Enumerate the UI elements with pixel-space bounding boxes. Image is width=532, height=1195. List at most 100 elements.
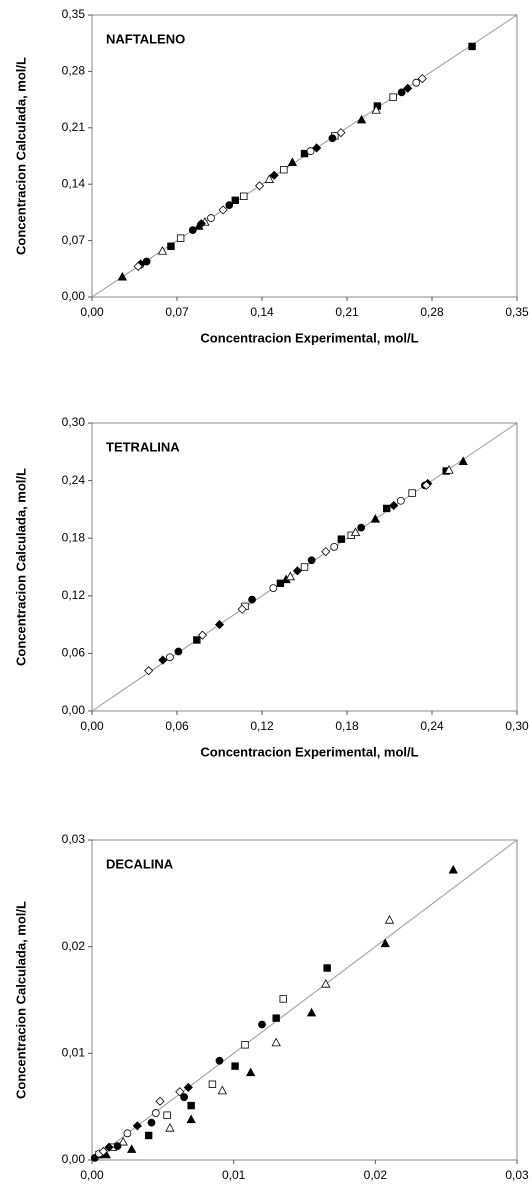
point — [269, 170, 279, 180]
plot-frame — [91, 14, 518, 298]
point — [458, 456, 468, 465]
point — [255, 181, 265, 191]
y-tick-label: 0,00 — [62, 1152, 86, 1166]
point — [217, 1085, 228, 1095]
point — [193, 636, 201, 644]
point — [208, 1080, 217, 1088]
x-tick-label: 0,28 — [420, 305, 444, 319]
point — [417, 74, 427, 84]
x-tick-label: 0,30 — [505, 719, 529, 733]
point — [151, 1109, 160, 1117]
point — [371, 105, 381, 114]
x-axis-label: Concentracion Experimental, mol/L — [200, 744, 418, 759]
point — [142, 257, 151, 266]
point — [237, 604, 247, 614]
point — [165, 1122, 175, 1132]
point — [292, 566, 302, 576]
point — [271, 1037, 281, 1047]
point — [118, 1136, 128, 1146]
point — [98, 1146, 108, 1157]
point — [312, 143, 322, 153]
point — [231, 196, 239, 205]
point — [287, 157, 298, 167]
y-tick-label: 0,00 — [62, 703, 86, 717]
point — [166, 653, 174, 662]
point — [132, 1121, 142, 1131]
point — [350, 527, 361, 537]
x-tick-label: 0,14 — [250, 305, 274, 319]
point — [123, 1129, 132, 1138]
point — [231, 1062, 239, 1070]
point — [113, 1142, 122, 1151]
point — [328, 134, 337, 143]
y-tick-label: 0,12 — [62, 588, 86, 602]
point — [248, 595, 256, 604]
plot-frame — [91, 839, 518, 1161]
x-tick-label: 0,03 — [505, 1168, 529, 1182]
x-tick-label: 0,02 — [364, 1168, 388, 1182]
x-tick-label: 0,35 — [505, 305, 529, 319]
plot-frame — [91, 422, 518, 712]
point — [188, 226, 197, 235]
y-tick-label: 0,28 — [62, 64, 86, 78]
x-tick-label: 0,00 — [80, 305, 104, 319]
point — [144, 1131, 153, 1140]
point — [214, 620, 225, 630]
point — [167, 242, 175, 250]
point — [306, 147, 315, 156]
point — [421, 480, 431, 490]
point — [382, 504, 391, 513]
point — [215, 1056, 224, 1065]
point — [337, 535, 346, 543]
chart-title: TETRALINA — [106, 439, 180, 454]
point — [258, 1020, 266, 1029]
x-tick-label: 0,00 — [80, 719, 104, 733]
y-tick-label: 0,01 — [62, 1046, 86, 1060]
point — [104, 1142, 114, 1152]
x-tick-label: 0,21 — [335, 305, 359, 319]
point — [163, 1111, 171, 1119]
point — [408, 489, 416, 497]
point — [321, 978, 331, 988]
y-tick-label: 0,07 — [62, 233, 86, 247]
point — [225, 201, 234, 210]
point — [468, 42, 476, 51]
point — [380, 938, 390, 948]
point — [157, 246, 168, 255]
y-tick-label: 0,14 — [62, 176, 86, 190]
point — [336, 128, 346, 138]
point — [356, 114, 367, 124]
chart-title: DECALINA — [106, 856, 174, 871]
point — [196, 219, 206, 229]
point — [126, 1144, 137, 1153]
chart-title: NAFTALENO — [106, 31, 185, 46]
y-tick-label: 0,03 — [62, 832, 86, 846]
point — [321, 547, 331, 557]
point — [269, 584, 278, 593]
point — [397, 88, 406, 97]
point — [147, 1118, 156, 1127]
point — [176, 234, 185, 242]
point — [307, 556, 316, 565]
x-tick-label: 0,24 — [420, 719, 444, 733]
x-tick-label: 0,07 — [165, 305, 189, 319]
point — [280, 165, 288, 174]
point — [412, 78, 421, 87]
point — [323, 964, 331, 972]
y-tick-label: 0,18 — [62, 530, 86, 544]
point — [330, 542, 339, 551]
point — [174, 647, 183, 656]
y-tick-label: 0,35 — [62, 7, 86, 21]
point — [186, 1114, 196, 1124]
point — [272, 1014, 280, 1022]
point — [389, 500, 399, 511]
y-tick-label: 0,00 — [62, 289, 86, 303]
x-axis-label: Concentracion Experimental, mol/L — [200, 1193, 418, 1195]
y-tick-label: 0,06 — [62, 646, 86, 660]
point — [285, 571, 296, 581]
point — [175, 1087, 185, 1097]
point — [158, 655, 168, 665]
point — [276, 579, 285, 588]
point — [241, 1041, 249, 1049]
point — [207, 214, 215, 222]
